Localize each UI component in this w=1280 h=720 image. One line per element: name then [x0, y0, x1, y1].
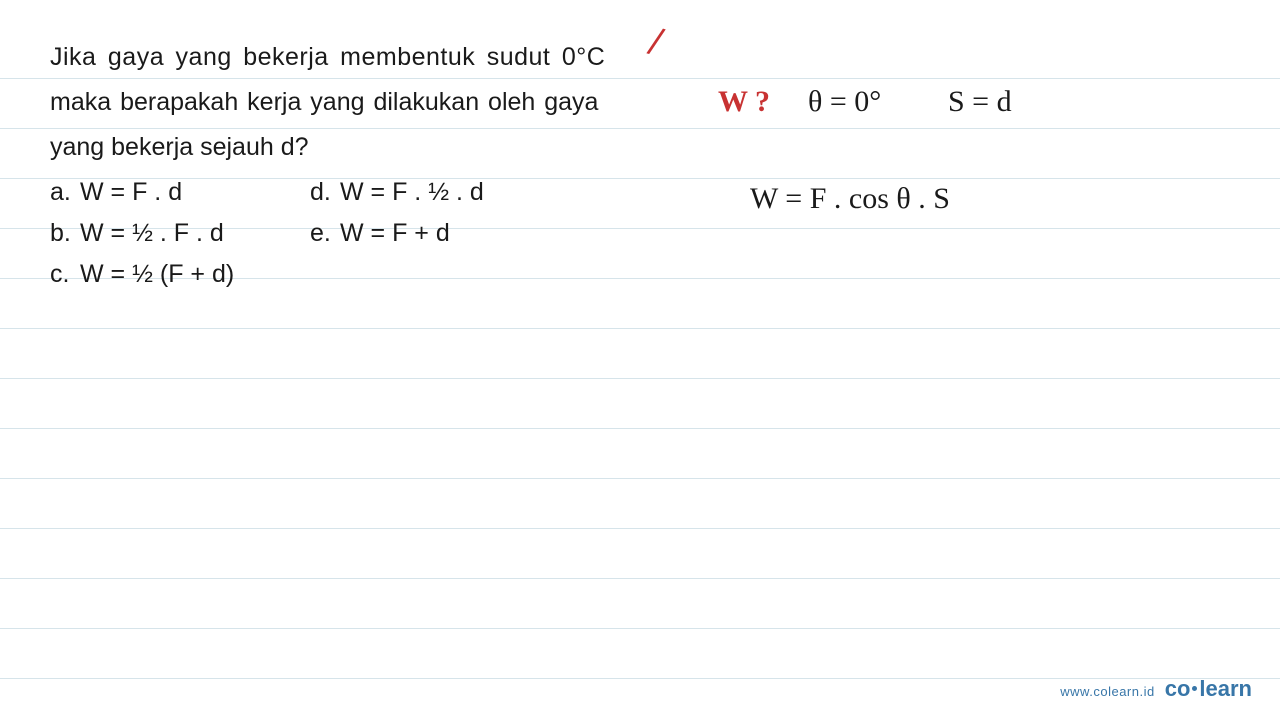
handwritten-theta: θ = 0°: [808, 85, 881, 119]
answer-options: a.W = F . d d.W = F . ½ . d b.W = ½ . F . …: [50, 178, 1230, 289]
footer-logo: colearn: [1165, 676, 1252, 702]
handwritten-s-eq: S = d: [948, 85, 1012, 119]
question-line-2: maka berapakah kerja yang dilakukan oleh…: [50, 80, 700, 125]
option-letter: a.: [50, 178, 80, 207]
option-b: b.W = ½ . F . d: [50, 219, 290, 248]
option-d: d.W = F . ½ . d: [310, 178, 550, 207]
option-letter: e.: [310, 219, 340, 248]
question-line-1: Jika gaya yang bekerja membentuk sudut 0…: [50, 35, 700, 80]
handwritten-w-label: W ?: [718, 85, 770, 119]
option-text: W = ½ . F . d: [80, 219, 224, 248]
question-text: Jika gaya yang bekerja membentuk sudut 0…: [50, 35, 700, 170]
logo-dot-icon: [1192, 686, 1197, 691]
logo-part-1: co: [1165, 676, 1191, 701]
option-a: a.W = F . d: [50, 178, 290, 207]
content-area: Jika gaya yang bekerja membentuk sudut 0…: [0, 0, 1280, 324]
option-letter: b.: [50, 219, 80, 248]
option-e: e.W = F + d: [310, 219, 550, 248]
option-text: W = F . ½ . d: [340, 178, 484, 207]
footer-url: www.colearn.id: [1060, 684, 1154, 699]
option-letter: d.: [310, 178, 340, 207]
logo-part-2: learn: [1199, 676, 1252, 701]
option-text: W = F + d: [340, 219, 450, 248]
footer: www.colearn.id colearn: [1060, 676, 1252, 702]
option-letter: c.: [50, 260, 80, 289]
question-line-3: yang bekerja sejauh d?: [50, 125, 700, 170]
handwritten-formula: W = F . cos θ . S: [750, 182, 950, 216]
option-c: c.W = ½ (F + d): [50, 260, 290, 289]
option-text: W = ½ (F + d): [80, 260, 234, 289]
option-text: W = F . d: [80, 178, 182, 207]
